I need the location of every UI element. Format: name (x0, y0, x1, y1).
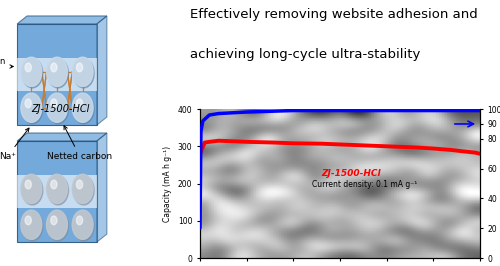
Circle shape (22, 212, 43, 241)
Circle shape (25, 99, 32, 108)
Circle shape (72, 57, 93, 86)
Circle shape (76, 180, 82, 189)
Circle shape (25, 63, 32, 72)
Circle shape (73, 59, 94, 88)
Circle shape (76, 99, 82, 108)
Circle shape (46, 210, 68, 239)
Polygon shape (17, 24, 97, 125)
Text: Effectively removing website adhesion and: Effectively removing website adhesion an… (190, 8, 478, 21)
Circle shape (46, 93, 68, 122)
Circle shape (22, 59, 43, 88)
Circle shape (72, 210, 93, 239)
Polygon shape (97, 16, 107, 125)
Text: Current density: 0.1 mA g⁻¹: Current density: 0.1 mA g⁻¹ (312, 180, 418, 189)
Text: Carbon
layer: Carbon layer (0, 57, 13, 76)
Circle shape (50, 180, 57, 189)
Circle shape (21, 93, 42, 122)
Circle shape (48, 176, 68, 205)
Y-axis label: Capacity (mA h g⁻¹): Capacity (mA h g⁻¹) (163, 146, 172, 222)
Polygon shape (97, 133, 107, 242)
Circle shape (76, 63, 82, 72)
Text: ZJ-1500-HCl: ZJ-1500-HCl (32, 104, 90, 114)
Circle shape (22, 94, 43, 124)
Circle shape (46, 57, 68, 86)
Circle shape (48, 59, 68, 88)
Circle shape (21, 174, 42, 203)
Polygon shape (17, 133, 107, 141)
Circle shape (50, 216, 57, 225)
Circle shape (76, 216, 82, 225)
Circle shape (50, 99, 57, 108)
Circle shape (72, 93, 93, 122)
Circle shape (21, 57, 42, 86)
Circle shape (21, 210, 42, 239)
Circle shape (50, 63, 57, 72)
Circle shape (46, 174, 68, 203)
Text: Na⁺: Na⁺ (0, 128, 29, 161)
Polygon shape (17, 175, 97, 208)
Circle shape (25, 216, 32, 225)
Text: achieving long-cycle ultra-stability: achieving long-cycle ultra-stability (190, 48, 420, 61)
Text: Netted carbon: Netted carbon (47, 126, 112, 161)
Text: ZJ-1500-HCl: ZJ-1500-HCl (322, 169, 381, 178)
Polygon shape (17, 58, 97, 91)
Circle shape (48, 94, 68, 124)
Circle shape (73, 94, 94, 124)
Polygon shape (17, 16, 107, 24)
Polygon shape (17, 141, 97, 242)
Circle shape (22, 176, 43, 205)
Circle shape (73, 176, 94, 205)
Circle shape (73, 212, 94, 241)
Circle shape (48, 212, 68, 241)
Circle shape (25, 180, 32, 189)
Circle shape (72, 174, 93, 203)
